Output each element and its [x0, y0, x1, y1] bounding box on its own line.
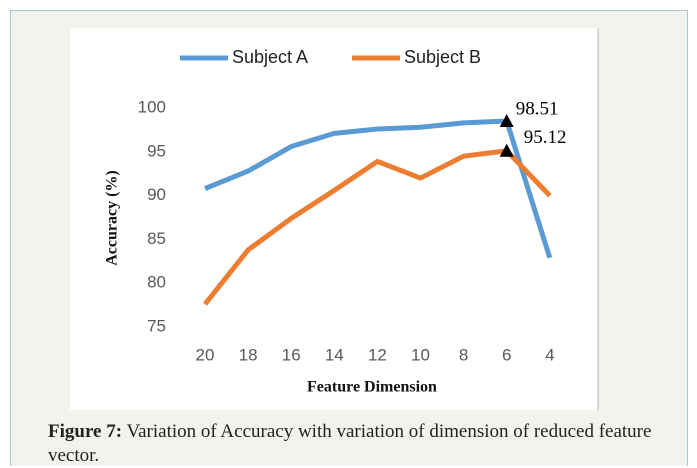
legend-label: Subject A	[232, 47, 308, 67]
x-tick-label: 20	[196, 345, 215, 364]
y-tick-label: 80	[147, 273, 166, 292]
series-line	[204, 118, 553, 259]
x-tick-label: 8	[459, 345, 468, 364]
caption-text: Variation of Accuracy with variation of …	[48, 421, 652, 466]
x-tick-label: 6	[502, 345, 511, 364]
y-axis-label: Accuracy (%)	[104, 170, 121, 266]
y-tick-label: 75	[147, 316, 166, 335]
x-tick-label: 18	[239, 345, 258, 364]
x-tick-label: 12	[368, 345, 387, 364]
annotation-marker	[499, 114, 514, 128]
x-tick-label: 14	[325, 345, 344, 364]
annotation-marker	[499, 143, 514, 157]
x-tick-label: 4	[545, 345, 554, 364]
annotation-label: 95.12	[524, 127, 567, 148]
series-line	[203, 148, 552, 306]
caption-label: Figure 7:	[48, 421, 123, 442]
y-tick-label: 100	[138, 97, 166, 116]
x-tick-label: 10	[411, 345, 430, 364]
legend-label: Subject B	[404, 47, 481, 67]
annotation-label: 98.51	[516, 98, 559, 119]
x-tick-label: 16	[282, 345, 301, 364]
y-tick-label: 85	[147, 229, 166, 248]
caption: Figure 7: Variation of Accuracy with var…	[48, 420, 678, 468]
x-axis-label: Feature Dimension	[307, 379, 437, 396]
chart-area	[70, 28, 598, 410]
y-tick-label: 90	[147, 185, 166, 204]
y-tick-label: 95	[147, 141, 166, 160]
